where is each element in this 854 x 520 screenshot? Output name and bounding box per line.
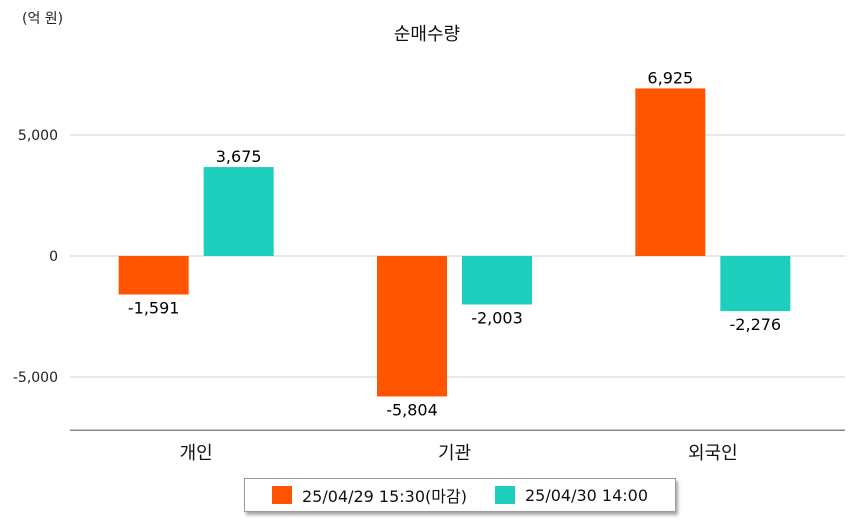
y-tick-label: 5,000 — [18, 128, 58, 144]
legend-item-series-2[interactable]: 25/04/30 14:00 — [494, 485, 649, 505]
legend-label-series-1: 25/04/29 15:30(마감) — [301, 487, 467, 506]
y-tick-label: -5,000 — [13, 370, 58, 386]
x-tick-label: 기관 — [438, 443, 471, 464]
bar-series-2 — [462, 256, 532, 305]
chart-title: 순매수량 — [393, 24, 461, 45]
data-label: 6,925 — [647, 68, 693, 87]
legend-item-series-1[interactable]: 25/04/29 15:30(마감) — [271, 483, 467, 507]
bar-series-1 — [635, 88, 706, 256]
legend-swatch-series-1 — [271, 486, 292, 504]
legend-label-series-2: 25/04/30 14:00 — [524, 485, 649, 505]
legend: 25/04/29 15:30(마감) 25/04/30 14:00 — [244, 478, 676, 512]
bar-series-2 — [720, 256, 791, 312]
bar-series-1 — [118, 256, 189, 295]
unit-label: (억 원) — [22, 11, 64, 27]
x-tick-label: 외국인 — [688, 443, 738, 464]
bar-series-1 — [377, 256, 447, 397]
x-tick-label: 개인 — [180, 443, 213, 464]
y-tick-label: 0 — [49, 249, 58, 265]
data-label: -2,276 — [730, 315, 782, 334]
data-label: 3,675 — [216, 147, 262, 166]
legend-swatch-series-2 — [494, 486, 515, 504]
data-label: -2,003 — [471, 308, 523, 327]
data-label: -1,591 — [128, 299, 180, 318]
data-label: -5,804 — [386, 400, 438, 419]
bar-series-2 — [203, 167, 274, 256]
